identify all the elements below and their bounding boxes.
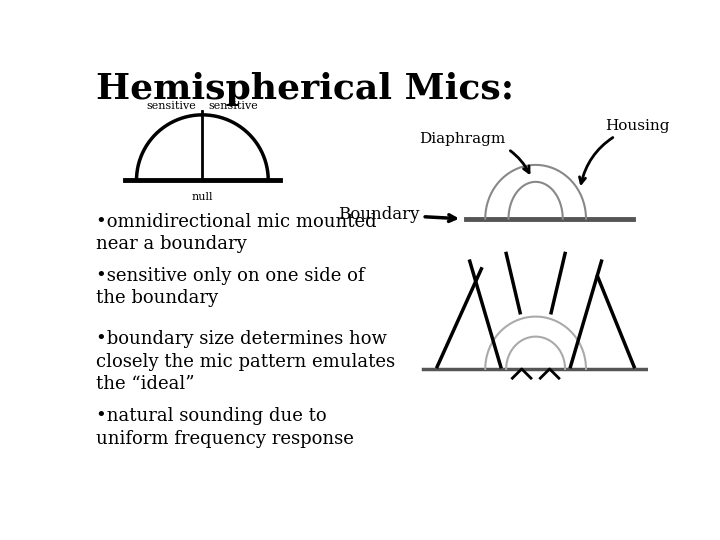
Text: Boundary: Boundary — [338, 206, 455, 223]
Text: •natural sounding due to
uniform frequency response: •natural sounding due to uniform frequen… — [96, 408, 354, 448]
Text: sensitive: sensitive — [146, 101, 197, 111]
Text: null: null — [192, 192, 213, 202]
Text: Hemispherical Mics:: Hemispherical Mics: — [96, 72, 514, 106]
Text: •boundary size determines how
closely the mic pattern emulates
the “ideal”: •boundary size determines how closely th… — [96, 330, 395, 393]
Text: Diaphragm: Diaphragm — [419, 132, 529, 173]
Text: •omnidirectional mic mounted
near a boundary: •omnidirectional mic mounted near a boun… — [96, 213, 377, 253]
Text: sensitive: sensitive — [209, 101, 258, 111]
Text: Housing: Housing — [580, 119, 670, 184]
Text: •sensitive only on one side of
the boundary: •sensitive only on one side of the bound… — [96, 267, 365, 307]
